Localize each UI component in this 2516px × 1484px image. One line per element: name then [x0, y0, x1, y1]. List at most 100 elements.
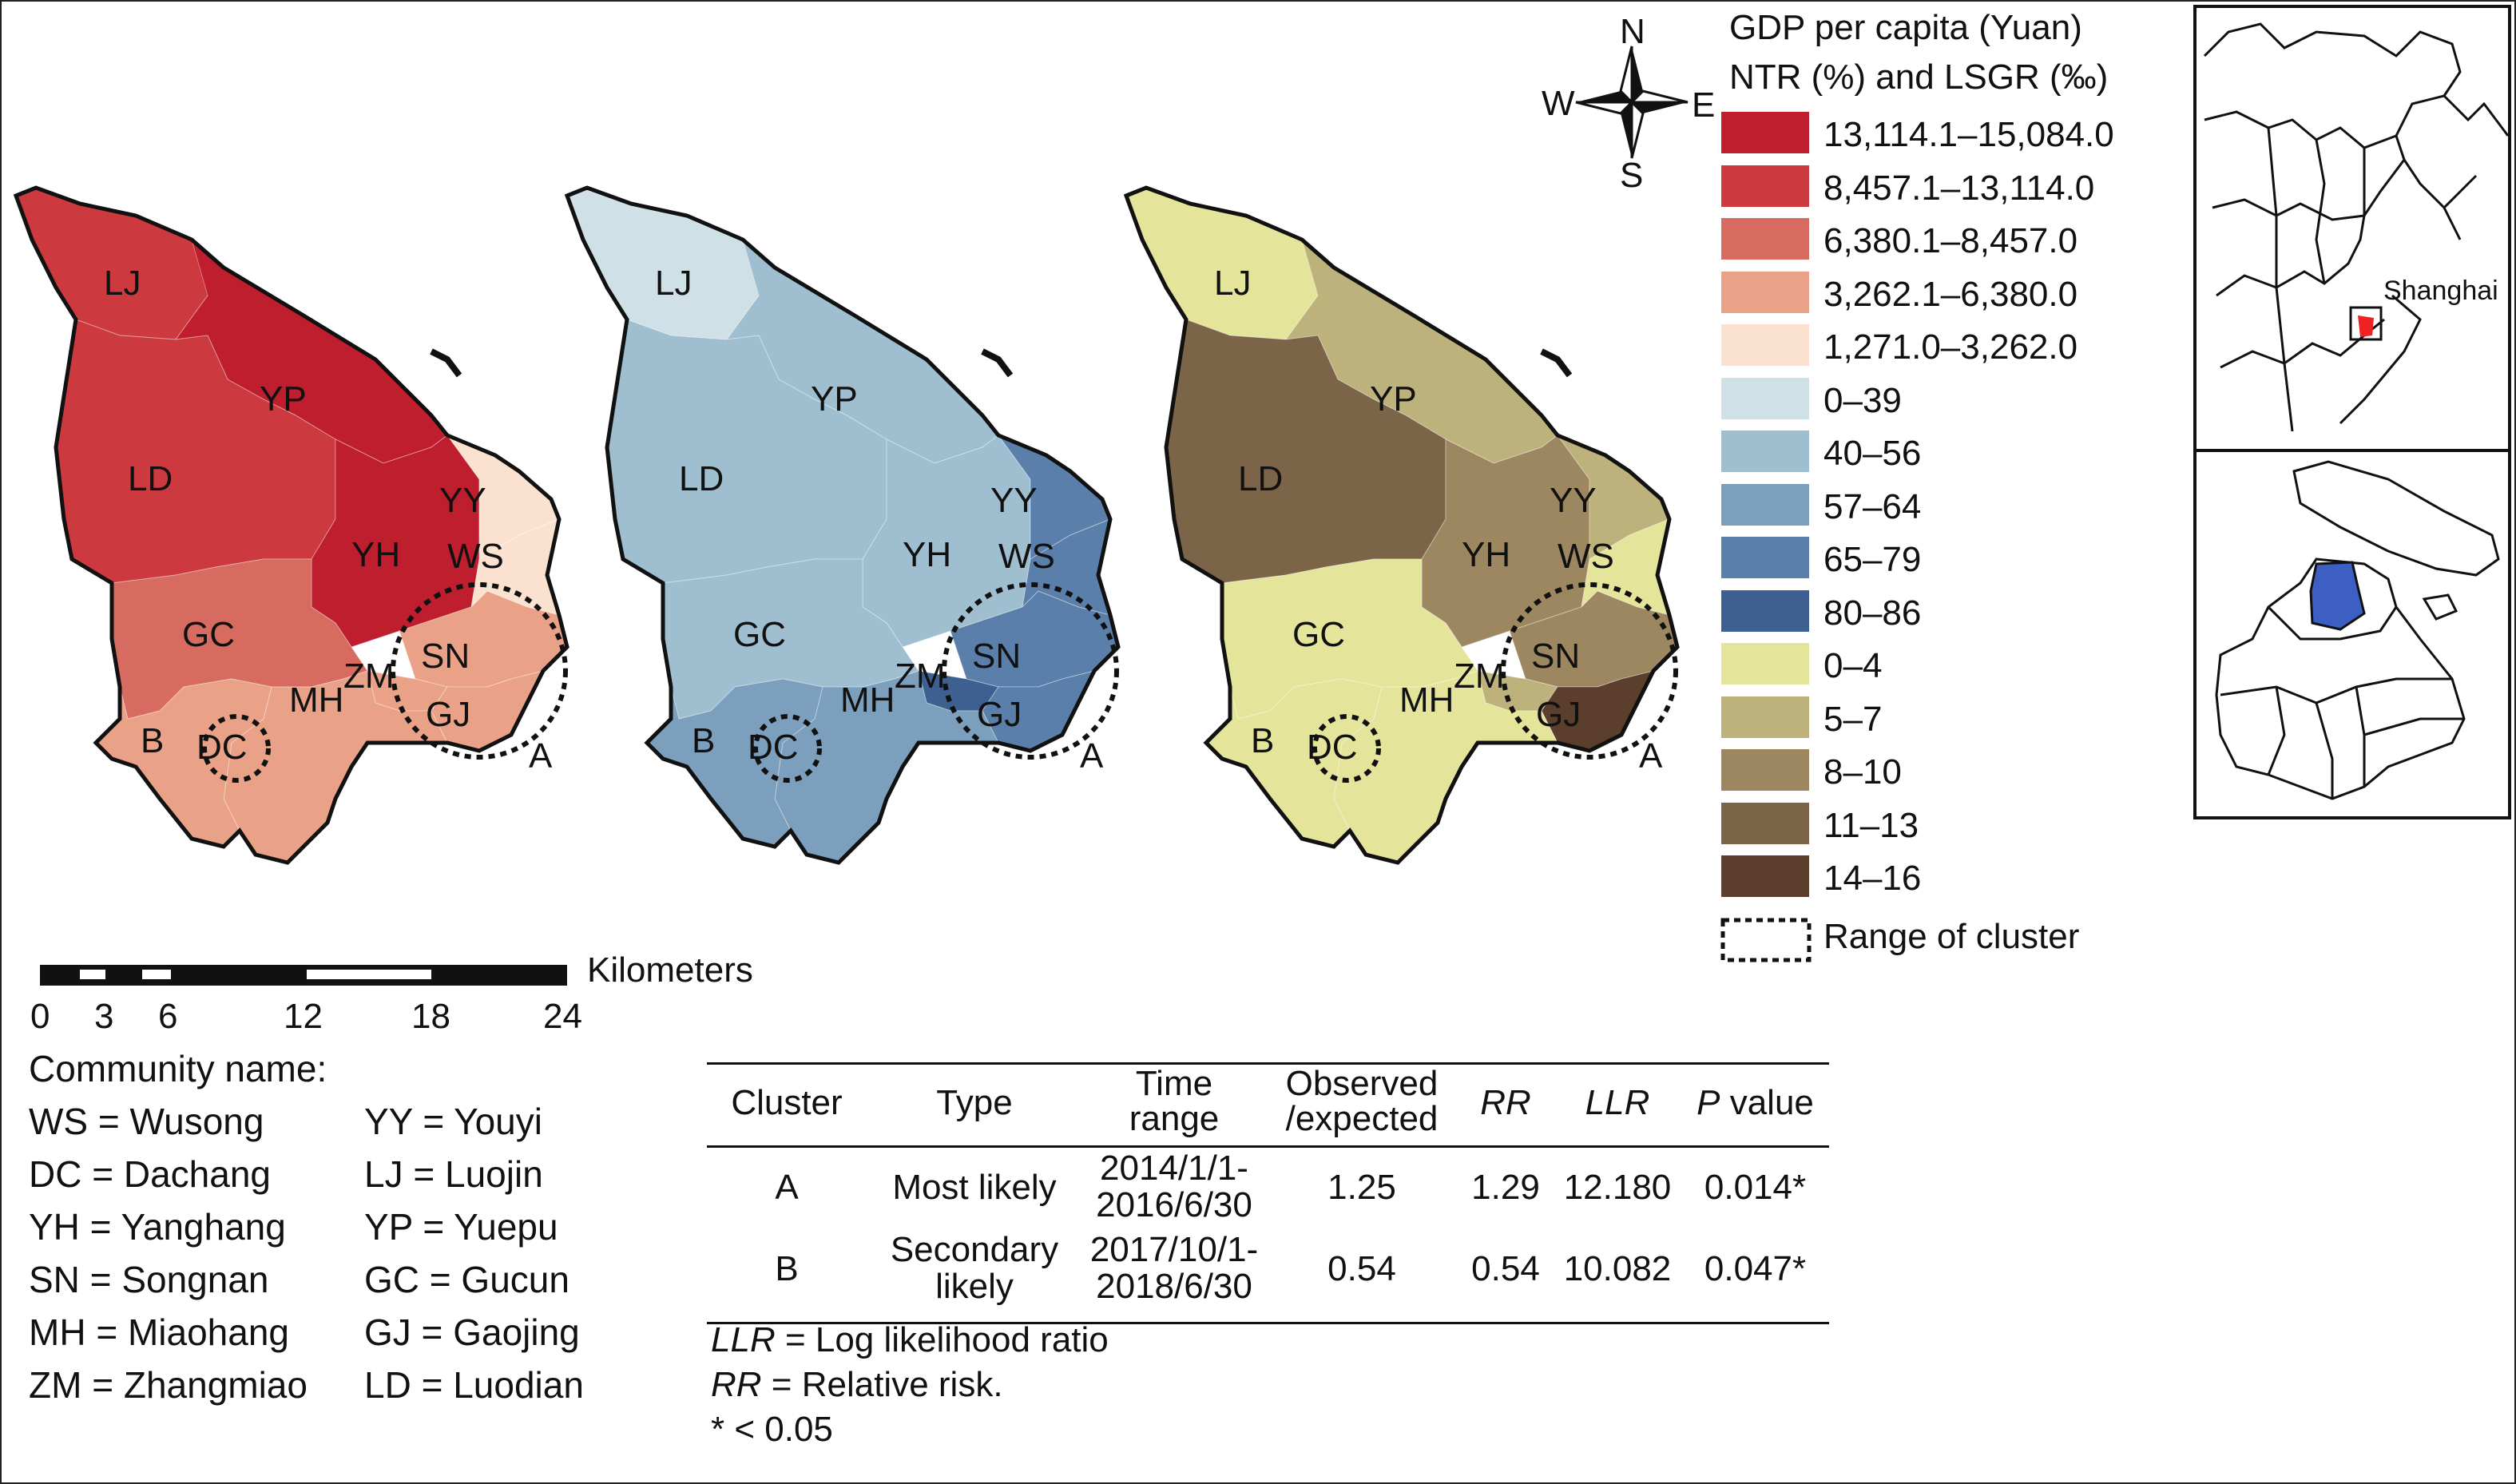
- scale-tick: 18: [411, 997, 450, 1036]
- legend-label: 65–79: [1824, 540, 1922, 579]
- note-significance: * < 0.05: [711, 1410, 833, 1449]
- community-entry: GJ = Gaojing: [364, 1311, 580, 1353]
- district-label-ld: LD: [679, 459, 724, 498]
- cell-observed-expected: 0.54: [1327, 1249, 1396, 1288]
- header-observed: Observed: [1285, 1064, 1439, 1103]
- cell-time: 2014/1/1-: [1100, 1149, 1248, 1188]
- legend-cluster-label: Range of cluster: [1824, 917, 2080, 956]
- community-entry: GC = Gucun: [364, 1259, 569, 1300]
- district-label-zm: ZM: [1454, 657, 1505, 696]
- legend-label: 0–39: [1824, 380, 1902, 420]
- legend-swatch: [1721, 112, 1809, 153]
- legend-swatch: [1721, 483, 1809, 526]
- scale-tick: 6: [158, 997, 178, 1036]
- legend-swatch: [1721, 377, 1809, 419]
- legend-label: 8–10: [1824, 752, 1902, 792]
- legend-swatch: [1721, 165, 1809, 207]
- legend-swatch: [1721, 802, 1809, 844]
- district-label-sn: SN: [972, 637, 1022, 676]
- cell-llr: 12.180: [1563, 1168, 1672, 1207]
- legend-label: 6,380.1–8,457.0: [1824, 221, 2078, 260]
- legend-swatch: [1721, 855, 1809, 897]
- legend-label: 14–16: [1824, 859, 1922, 898]
- scale-bar: [40, 965, 567, 986]
- cell-observed-expected: 1.25: [1327, 1168, 1396, 1207]
- compass-south-label: S: [1620, 156, 1644, 195]
- cell-p-value: 0.014*: [1704, 1168, 1807, 1207]
- legend-swatch: [1721, 218, 1809, 260]
- note-llr: LLR = Log likelihood ratio: [711, 1320, 1109, 1359]
- community-entry: MH = Miaohang: [29, 1311, 289, 1353]
- community-entry: YP = Yuepu: [364, 1206, 558, 1248]
- cluster-b-circle: [753, 714, 822, 783]
- scale-tick: 12: [284, 997, 323, 1036]
- legend-swatch: [1721, 324, 1809, 366]
- district-label-gc: GC: [182, 615, 235, 654]
- district-label-a: A: [1080, 736, 1104, 776]
- cell-type: Most likely: [892, 1168, 1057, 1207]
- district-label-b: B: [1251, 721, 1275, 760]
- gdp-map: [16, 188, 567, 863]
- cell-cluster: B: [775, 1249, 799, 1288]
- district-label-a: A: [529, 736, 553, 776]
- district-label-ws: WS: [1558, 537, 1614, 576]
- cell-rr: 1.29: [1471, 1168, 1540, 1207]
- note-rr: RR = Relative risk.: [711, 1365, 1003, 1404]
- community-entry: ZM = Zhangmiao: [29, 1364, 308, 1406]
- legend-label: 11–13: [1824, 805, 1919, 845]
- district-label-gc: GC: [733, 615, 786, 654]
- inset-shanghai-map: [2193, 449, 2511, 819]
- legend-title-ntr-lsgr: NTR (%) and LSGR (‰): [1729, 58, 2109, 97]
- district-label-ld: LD: [1238, 459, 1284, 498]
- district-label-yp: YP: [811, 379, 858, 419]
- district-label-a: A: [1639, 736, 1663, 776]
- legend-cluster-swatch: [1720, 918, 1812, 962]
- community-entry: YY = Youyi: [364, 1101, 542, 1142]
- district-label-yy: YY: [990, 481, 1038, 520]
- legend-swatch: [1721, 749, 1809, 791]
- district-label-mh: MH: [840, 680, 895, 720]
- district-label-zm: ZM: [343, 657, 395, 696]
- legend-label: 80–86: [1824, 593, 1922, 633]
- scale-tick: 24: [543, 997, 582, 1036]
- district-label-sn: SN: [1531, 637, 1581, 676]
- cell-llr: 10.082: [1563, 1249, 1672, 1288]
- district-label-b: B: [692, 721, 716, 760]
- district-label-ws: WS: [998, 537, 1055, 576]
- community-entry: SN = Songnan: [29, 1259, 269, 1300]
- header-time: Time: [1135, 1064, 1213, 1103]
- district-label-dc: DC: [196, 728, 248, 767]
- compass-east-label: E: [1692, 85, 1716, 125]
- district-label-yy: YY: [439, 481, 486, 520]
- legend-label: 0–4: [1824, 646, 1883, 685]
- community-title: Community name:: [29, 1048, 327, 1089]
- legend-label: 40–56: [1824, 434, 1922, 473]
- district-label-ws: WS: [447, 537, 504, 576]
- scale-unit-label: Kilometers: [587, 950, 753, 990]
- ntr-map: [567, 188, 1118, 863]
- district-label-yh: YH: [1462, 535, 1511, 574]
- legend-label: 5–7: [1824, 699, 1883, 739]
- header-expected: /expected: [1285, 1099, 1439, 1138]
- community-entry: YH = Yanghang: [29, 1206, 286, 1248]
- cell-time: 2016/6/30: [1096, 1185, 1252, 1224]
- scale-tick: 0: [30, 997, 50, 1036]
- community-entry: WS = Wusong: [29, 1101, 264, 1142]
- district-label-gj: GJ: [426, 695, 471, 734]
- district-label-mh: MH: [1399, 680, 1454, 720]
- cluster-b-circle: [202, 714, 271, 783]
- compass-north-label: N: [1620, 12, 1645, 51]
- cell-cluster: A: [775, 1168, 799, 1207]
- district-label-zm: ZM: [895, 657, 946, 696]
- legend-swatch: [1721, 589, 1809, 632]
- district-label-yp: YP: [1370, 379, 1417, 419]
- district-label-lj: LJ: [655, 264, 692, 303]
- district-label-yp: YP: [260, 379, 307, 419]
- header-range: range: [1129, 1099, 1220, 1138]
- cell-time: 2017/10/1-: [1089, 1230, 1259, 1269]
- district-label-yh: YH: [351, 535, 401, 574]
- cluster-a-circle: [391, 582, 568, 760]
- header-llr: LLR: [1585, 1083, 1650, 1122]
